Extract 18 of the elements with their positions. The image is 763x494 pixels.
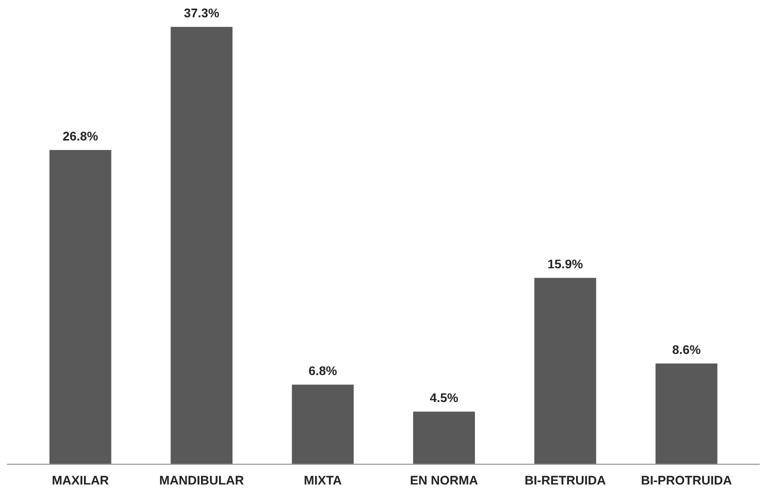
x-tick-label: BI-PROTRUIDA [642,476,732,485]
x-tick-label: EN NORMA [410,476,478,485]
bar [656,363,718,464]
bar [413,412,475,464]
x-tick-label: MIXTA [304,476,342,485]
bar [534,278,596,464]
x-tick-label: MANDIBULAR [160,476,244,485]
x-tick-label: BI-RETRUIDA [525,476,606,485]
data-label: 6.8% [309,366,337,376]
bar [49,150,112,464]
data-label: 4.5% [430,393,458,402]
data-label: 15.9% [548,260,583,268]
bar [292,384,354,464]
x-tick-label: MAXILAR [52,476,109,485]
data-label: 8.6% [672,345,700,354]
data-label: 26.8% [63,132,98,141]
bar [170,26,232,464]
data-label: 37.3% [184,8,219,18]
